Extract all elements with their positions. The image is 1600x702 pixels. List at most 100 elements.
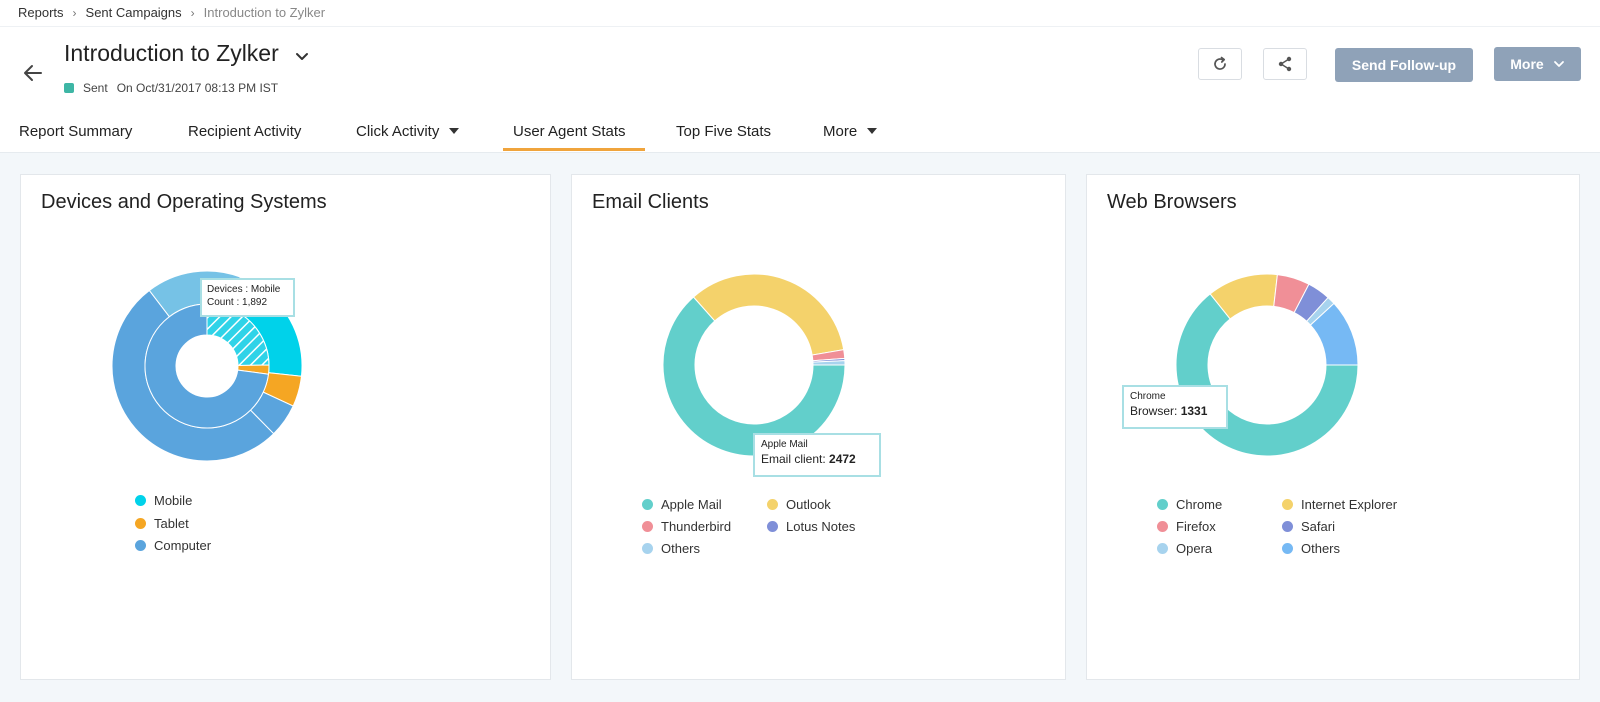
more-actions-label: More <box>1510 56 1544 72</box>
breadcrumb: Reports › Sent Campaigns › Introduction … <box>18 5 325 20</box>
chevron-down-icon <box>1553 61 1564 67</box>
legend-swatch <box>1282 499 1293 510</box>
tooltip-title: Chrome <box>1130 391 1166 402</box>
tooltip-title: Devices : Mobile <box>207 284 281 295</box>
legend-item-tablet[interactable]: Tablet <box>135 516 189 531</box>
legend-swatch <box>135 495 146 506</box>
page-title: Introduction to Zylker <box>64 40 279 66</box>
tooltip-label: Browser: <box>1130 404 1178 418</box>
tab-label: User Agent Stats <box>513 122 626 140</box>
caret-down-icon <box>449 128 460 134</box>
breadcrumb-reports[interactable]: Reports <box>18 5 64 20</box>
more-actions-button[interactable]: More <box>1494 47 1581 81</box>
share-button[interactable] <box>1263 48 1307 80</box>
legend-swatch <box>767 499 778 510</box>
slice-others[interactable] <box>812 360 846 366</box>
legend-item-opera[interactable]: Opera <box>1157 541 1212 556</box>
tab-label: Report Summary <box>19 122 133 140</box>
send-follow-up-button[interactable]: Send Follow-up <box>1335 48 1473 82</box>
legend-item-firefox[interactable]: Firefox <box>1157 519 1216 534</box>
legend-item-lotus-notes[interactable]: Lotus Notes <box>767 519 855 534</box>
page-header: Reports › Sent Campaigns › Introduction … <box>0 0 1600 153</box>
legend-item-internet-explorer[interactable]: Internet Explorer <box>1282 497 1397 512</box>
card-title: Email Clients <box>592 191 709 213</box>
back-arrow-icon[interactable] <box>20 60 46 86</box>
legend-item-safari[interactable]: Safari <box>1282 519 1335 534</box>
legend-item-others[interactable]: Others <box>1282 541 1340 556</box>
breadcrumb-sent-campaigns[interactable]: Sent Campaigns <box>85 5 182 20</box>
status-badge: Sent <box>83 81 108 95</box>
legend-swatch <box>1282 543 1293 554</box>
slice-others[interactable] <box>1309 302 1359 366</box>
legend-item-others[interactable]: Others <box>642 541 700 556</box>
legend-label: Others <box>1301 541 1341 556</box>
legend-label: Outlook <box>786 497 831 512</box>
status-row: Sent On Oct/31/2017 08:13 PM IST <box>64 81 278 95</box>
tab-more[interactable]: More <box>823 120 878 142</box>
legend-item-chrome[interactable]: Chrome <box>1157 497 1222 512</box>
tooltip-value-row: Email client: 2472 <box>761 452 873 466</box>
tooltip-value-row: Count : 1,892 <box>207 297 288 308</box>
web-browsers-card: Web Browsers Chrome Browser: 1331 Chrome… <box>1086 174 1580 680</box>
tooltip-value: 2472 <box>829 452 856 466</box>
legend-label: Lotus Notes <box>786 519 856 534</box>
tab-label: Click Activity <box>356 122 440 140</box>
legend-swatch <box>135 540 146 551</box>
devices-os-card: Devices and Operating Systems Devices : … <box>20 174 551 680</box>
chevron-down-icon[interactable] <box>293 47 311 65</box>
legend-swatch <box>1157 543 1168 554</box>
legend-label: Opera <box>1176 541 1213 556</box>
legend-label: Thunderbird <box>661 519 732 534</box>
legend-swatch <box>767 521 778 532</box>
legend-swatch <box>1157 499 1168 510</box>
legend-item-thunderbird[interactable]: Thunderbird <box>642 519 731 534</box>
legend-label: Mobile <box>154 493 193 508</box>
caret-down-icon <box>867 128 878 134</box>
legend-swatch <box>642 521 653 532</box>
legend-item-computer[interactable]: Computer <box>135 538 211 553</box>
status-indicator <box>64 83 74 93</box>
tab-user-agent-stats[interactable]: User Agent Stats <box>513 120 626 142</box>
tab-top-five-stats[interactable]: Top Five Stats <box>676 120 771 142</box>
chart-tooltip: Chrome Browser: 1331 <box>1122 385 1228 429</box>
legend-swatch <box>135 518 146 529</box>
slice-computer[interactable] <box>144 303 270 429</box>
tooltip-value-row: Browser: 1331 <box>1130 404 1220 418</box>
tooltip-title: Apple Mail <box>761 439 808 450</box>
tooltip-label: Email client: <box>761 452 826 466</box>
legend-label: Internet Explorer <box>1301 497 1398 512</box>
legend-label: Others <box>661 541 701 556</box>
active-tab-indicator <box>503 148 645 151</box>
breadcrumb-current: Introduction to Zylker <box>203 5 326 20</box>
email-clients-chart <box>662 273 846 457</box>
devices-os-chart <box>111 270 303 462</box>
legend-label: Apple Mail <box>661 497 722 512</box>
card-title: Devices and Operating Systems <box>41 191 327 213</box>
tab-recipient-activity[interactable]: Recipient Activity <box>188 120 301 142</box>
legend-item-outlook[interactable]: Outlook <box>767 497 831 512</box>
tab-label: Top Five Stats <box>676 122 772 140</box>
legend-swatch <box>1157 521 1168 532</box>
legend-label: Firefox <box>1176 519 1216 534</box>
legend-item-apple-mail[interactable]: Apple Mail <box>642 497 722 512</box>
chart-tooltip: Apple Mail Email client: 2472 <box>753 433 881 477</box>
chart-tooltip: Devices : Mobile Count : 1,892 <box>200 278 295 317</box>
legend-item-mobile[interactable]: Mobile <box>135 493 192 508</box>
card-title: Web Browsers <box>1107 191 1237 213</box>
legend-swatch <box>1282 521 1293 532</box>
sent-timestamp: On Oct/31/2017 08:13 PM IST <box>116 81 279 95</box>
legend-swatch <box>642 499 653 510</box>
title-row: Introduction to Zylker <box>64 40 311 67</box>
tab-label: More <box>823 122 858 140</box>
tab-label: Recipient Activity <box>188 122 302 140</box>
refresh-icon <box>1214 56 1226 70</box>
slice-outlook[interactable] <box>692 273 845 356</box>
chevron-right-icon: › <box>72 5 77 20</box>
tab-report-summary[interactable]: Report Summary <box>19 120 132 142</box>
chevron-right-icon: › <box>190 5 195 20</box>
refresh-button[interactable] <box>1198 48 1242 80</box>
tab-click-activity[interactable]: Click Activity <box>356 120 460 142</box>
legend-label: Computer <box>154 538 212 553</box>
legend-label: Tablet <box>154 516 189 531</box>
tooltip-value: 1331 <box>1180 404 1208 418</box>
